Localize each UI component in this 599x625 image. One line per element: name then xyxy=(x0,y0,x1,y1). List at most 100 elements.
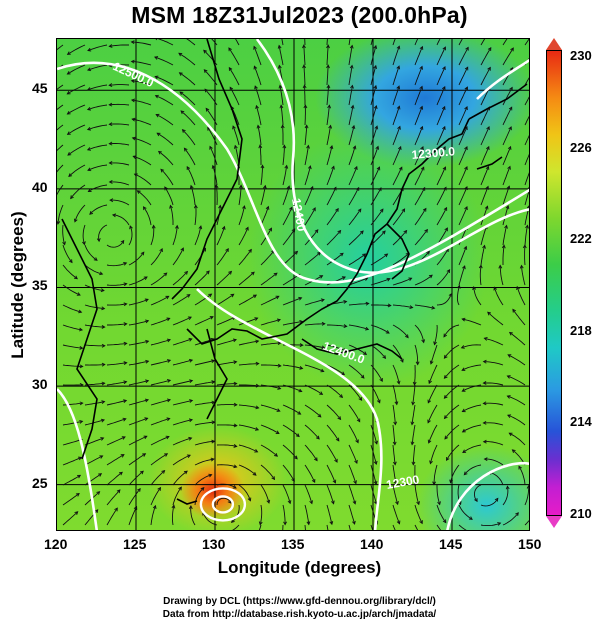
streamline-arrowhead xyxy=(374,440,379,445)
streamline-arrowhead xyxy=(255,339,260,344)
streamline xyxy=(131,99,152,106)
streamline-arrowhead xyxy=(87,67,92,72)
streamline-arrowhead xyxy=(123,361,128,365)
streamline xyxy=(461,364,482,371)
streamline xyxy=(392,324,409,338)
streamline xyxy=(524,153,529,166)
streamline-arrowhead xyxy=(289,206,293,211)
streamline xyxy=(279,85,284,106)
colorbar-tick-label: 210 xyxy=(570,506,592,521)
streamline xyxy=(392,106,400,126)
streamline xyxy=(348,504,356,525)
streamline xyxy=(304,484,313,504)
streamline-arrowhead xyxy=(295,433,300,438)
streamline xyxy=(348,187,360,206)
streamline-arrowhead xyxy=(175,224,179,229)
streamline xyxy=(238,227,249,246)
streamline-arrowhead xyxy=(362,253,367,258)
streamline-arrowhead xyxy=(312,207,316,212)
streamline-arrowhead xyxy=(145,359,150,364)
streamline xyxy=(414,66,423,86)
streamline-arrowhead xyxy=(169,204,173,209)
streamline-arrowhead xyxy=(278,84,283,89)
streamline xyxy=(172,400,193,406)
streamline xyxy=(194,401,215,406)
streamline-arrowhead xyxy=(320,368,325,373)
contour-label: 12400.0 xyxy=(321,339,367,367)
streamline-arrowhead xyxy=(298,296,303,301)
streamline-arrowhead xyxy=(250,271,255,276)
streamline-arrowhead xyxy=(248,248,252,253)
streamline-arrowhead xyxy=(343,324,348,329)
streamline xyxy=(216,464,237,468)
streamline xyxy=(216,383,237,386)
streamline xyxy=(172,271,188,286)
streamline xyxy=(238,404,259,409)
streamline xyxy=(348,253,366,266)
streamline xyxy=(456,285,460,306)
streamline xyxy=(238,424,259,431)
streamline xyxy=(179,91,196,106)
contour-label: 12400 xyxy=(289,197,309,233)
streamline xyxy=(260,185,266,206)
streamline-arrowhead xyxy=(442,46,446,51)
streamline xyxy=(128,435,147,446)
streamline xyxy=(106,342,127,346)
streamline xyxy=(238,464,257,476)
map-plot-area: 12500.0 12400 12300.0 12400.0 12300 xyxy=(56,38,530,531)
streamline-arrowhead xyxy=(114,507,118,512)
streamline-arrowhead xyxy=(410,441,415,446)
streamline-arrowhead xyxy=(74,511,79,515)
streamline xyxy=(518,466,526,486)
streamline xyxy=(326,166,335,186)
streamline xyxy=(282,165,288,186)
y-tick-label: 40 xyxy=(32,178,48,195)
streamline-arrowhead xyxy=(396,65,401,70)
streamline xyxy=(282,424,300,437)
streamline-arrowhead xyxy=(156,132,161,137)
streamline xyxy=(68,164,86,177)
streamline-arrowhead xyxy=(314,229,319,234)
streamline xyxy=(216,497,232,506)
streamline-arrowhead xyxy=(359,230,364,235)
streamline-arrowhead xyxy=(507,145,512,150)
streamline xyxy=(132,118,152,126)
streamline xyxy=(304,145,309,166)
streamline-arrowhead xyxy=(350,84,354,89)
streamline-arrowhead xyxy=(62,241,66,246)
colorbar-tick-label: 226 xyxy=(570,139,592,155)
streamline-arrowhead xyxy=(482,401,487,406)
streamline xyxy=(458,246,467,266)
streamline-arrowhead xyxy=(78,309,83,314)
streamline xyxy=(392,464,397,485)
streamline-arrowhead xyxy=(337,229,342,234)
streamline-arrowhead xyxy=(464,186,468,191)
streamline-arrowhead xyxy=(233,423,238,428)
streamline xyxy=(414,304,435,309)
streamline-arrowhead xyxy=(66,71,71,75)
streamline xyxy=(216,293,234,306)
streamline xyxy=(479,265,482,286)
streamline xyxy=(326,252,344,266)
streamline-arrowhead xyxy=(525,224,529,229)
streamline-arrowhead xyxy=(330,500,335,505)
streamline xyxy=(128,470,144,486)
streamline xyxy=(172,359,193,366)
streamline xyxy=(524,189,529,206)
streamline xyxy=(128,276,148,286)
streamline xyxy=(444,424,460,440)
streamline xyxy=(128,506,138,526)
streamline-arrowhead xyxy=(357,208,362,213)
streamline xyxy=(458,206,468,226)
colorbar-tick-label: 222 xyxy=(570,231,592,247)
streamline-arrowhead xyxy=(427,399,432,404)
streamline-arrowhead xyxy=(179,91,184,96)
streamline-arrowhead xyxy=(139,470,144,475)
streamline xyxy=(462,424,482,433)
streamline-arrowhead xyxy=(297,411,302,415)
streamline xyxy=(107,323,127,326)
streamline xyxy=(260,272,278,286)
streamline xyxy=(348,146,356,166)
streamline xyxy=(67,144,86,156)
streamline xyxy=(304,404,322,418)
